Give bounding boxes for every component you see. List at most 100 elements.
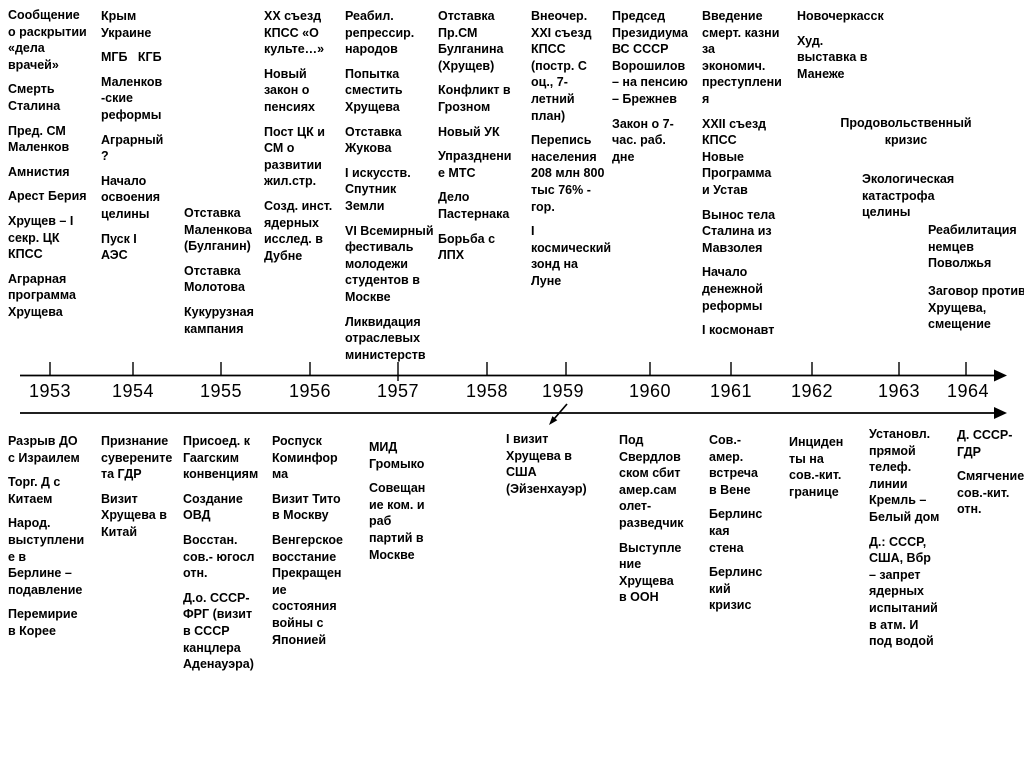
event-text: Пост ЦК и СМ о развитии жил.стр. — [264, 124, 325, 189]
event-text: Кукурузная кампания — [184, 304, 254, 336]
event-text: Реабил. репрессир. народов — [345, 9, 415, 57]
event-text: I визит Хрущева в США (Эйзенхауэр) — [506, 432, 587, 496]
axis-ticks — [49, 362, 967, 381]
event-text: Берлинс кий кризис — [709, 565, 763, 613]
events-below-1964: Д. СССР- ГДР Смягчение сов.-кит. отн. — [957, 427, 1024, 526]
event-text: I космический зонд на Луне — [531, 224, 612, 288]
note-volga-germans-rehab: Реабилитация немцев Поволжья — [928, 223, 1017, 271]
event-text: XXII съезд КПСС Новые Программа и Устав — [702, 116, 772, 197]
event-text: Перемирие в Корее — [8, 607, 78, 638]
event-text: Сов.- амер. встреча в Вене — [709, 433, 758, 497]
event-text: Берлинс кая стена — [709, 507, 763, 555]
events-above-1955: Отставка Маленкова (Булганин) Отставка Мо… — [184, 205, 276, 345]
events-below-1960: Под Свердлов ском сбит амер.сам олет- ра… — [619, 432, 707, 614]
event-text: Визит Хрущева в Китай — [101, 491, 167, 539]
event-text: Отставка Молотова — [184, 263, 245, 295]
event-text: МГБ КГБ — [101, 50, 162, 65]
event-text: Маленков -ские реформы — [101, 74, 163, 122]
timeline-axis — [20, 362, 1007, 425]
event-text: Арест Берия — [8, 189, 87, 204]
event-text: Новый УК — [438, 124, 500, 139]
event-text: Отставка Жукова — [345, 124, 402, 156]
year-label: 1963 — [877, 381, 921, 401]
events-below-1953: Разрыв ДО с Израилем Торг. Д с Китаем Наро… — [8, 433, 100, 648]
event-text: Аграрный ? — [101, 132, 164, 164]
event-text: Д. СССР- ГДР — [957, 428, 1013, 459]
event-text: I искусств. Спутник Земли — [345, 165, 411, 213]
event-text: Дело Пастернака — [438, 190, 510, 221]
event-text: Присоед. к Гаагским конвенциям — [183, 434, 259, 482]
year-label: 1956 — [288, 381, 332, 401]
event-text: Пуск I АЭС — [101, 231, 137, 263]
event-text: Сообщение о раскрытии «дела врачей» — [8, 8, 87, 72]
year-label: 1962 — [790, 381, 834, 401]
event-text: Смягчение сов.-кит. отн. — [957, 469, 1024, 517]
year-label: 1954 — [111, 381, 155, 401]
event-text: Признание суверените та ГДР — [101, 434, 173, 482]
event-text: Начало денежной реформы — [702, 265, 763, 313]
events-above-1961: Введение смерт. казни за экономич. прест… — [702, 8, 798, 347]
event-text: Упразднени е МТС — [438, 149, 512, 180]
event-text: МИД Громыко — [369, 440, 425, 471]
event-text: Вынос тела Сталина из Мавзолея — [702, 207, 776, 255]
event-text: Инциден ты на сов.-кит. границе — [789, 435, 844, 499]
event-text: Роспуск Коминфор ма — [272, 434, 338, 482]
event-text: Конфликт в Грозном — [438, 83, 511, 114]
event-text: Аграрная программа Хрущева — [8, 271, 76, 319]
events-below-1962: Инциден ты на сов.-кит. границе — [789, 434, 861, 508]
events-above-1962: Новочеркасск Худ. выставка в Манеже — [797, 8, 899, 90]
event-text: Визит Тито в Москву — [272, 491, 341, 523]
events-below-1961: Сов.- амер. встреча в Вене Берлинс кая ст… — [709, 432, 781, 622]
event-text: Д.: СССР, США, Вбр – запрет ядерных испы… — [869, 534, 938, 649]
event-text: Худ. выставка в Манеже — [797, 33, 868, 81]
year-label: 1958 — [465, 381, 509, 401]
event-text: Ликвидация отраслевых министерств — [345, 314, 426, 362]
year-label: 1953 — [28, 381, 72, 401]
events-above-1959: Внеочер. XXI съезд КПСС (постр. С оц., 7… — [531, 8, 619, 298]
events-above-1957: Реабил. репрессир. народов Попытка смести… — [345, 8, 449, 371]
events-below-1959: I визит Хрущева в США (Эйзенхауэр) — [506, 431, 608, 505]
event-text: Созд. инст. ядерных исслед. в Дубне — [264, 198, 333, 263]
event-text: Установл. прямой телеф. линии Кремль – Б… — [869, 427, 940, 524]
event-text: Торг. Д с Китаем — [8, 475, 61, 506]
event-text: Амнистия — [8, 164, 70, 179]
year-label: 1955 — [199, 381, 243, 401]
event-text: Внеочер. XXI съезд КПСС (постр. С оц., 7… — [531, 9, 592, 123]
note-ecological-disaster: Экологическая катастрофа целины — [862, 172, 955, 220]
events-below-1954: Признание суверените та ГДР Визит Хрущева… — [101, 433, 191, 549]
events-above-1953: Сообщение о раскрытии «дела врачей» Смерт… — [8, 7, 100, 329]
event-text: Председ Президиума ВС СССР Ворошилов – н… — [612, 9, 688, 106]
event-text: Крым Украине — [101, 9, 152, 40]
pointer-arrow-1959-head — [549, 416, 558, 425]
event-text: Смерть Сталина — [8, 82, 61, 113]
year-label: 1957 — [376, 381, 420, 401]
events-below-1957: МИД Громыко Совещан ие ком. и раб партий … — [369, 439, 451, 571]
event-text: Отставка Маленкова (Булганин) — [184, 206, 252, 254]
events-above-1960: Председ Президиума ВС СССР Ворошилов – н… — [612, 8, 706, 173]
note-plot-against-khrushchev: Заговор против Хрущева, смещение — [928, 284, 1024, 332]
event-text: Создание ОВД — [183, 491, 243, 523]
event-text: Новый закон о пенсиях — [264, 66, 315, 114]
event-text: Перепись населения 208 млн 800 тыс 76% -… — [531, 133, 605, 214]
event-text: Народ. выступлени е в Берлине – подавлен… — [8, 516, 85, 597]
event-text: Д.о. СССР- ФРГ (визит в СССР канцлера Ад… — [183, 590, 254, 672]
events-above-1954: Крым Украине МГБ КГБ Маленков -ские реформ… — [101, 8, 189, 272]
events-below-1956: Роспуск Коминфор ма Визит Тито в Москву Ве… — [272, 433, 364, 656]
event-text: VI Всемирный фестиваль молодежи студенто… — [345, 223, 434, 304]
event-text: Хрущев – I секр. ЦК КПСС — [8, 213, 74, 262]
event-text: Борьба с ЛПХ — [438, 231, 496, 263]
event-text: Разрыв ДО с Израилем — [8, 434, 80, 465]
event-text: ХХ съезд КПСС «О культе…» — [264, 9, 325, 57]
upper-axis-arrowhead — [994, 369, 1007, 382]
events-above-1958: Отставка Пр.СМ Булганина (Хрущев) Конфлик… — [438, 8, 530, 272]
events-below-1963: Установл. прямой телеф. линии Кремль – Б… — [869, 426, 957, 658]
event-text: Выступле ние Хрущева в ООН — [619, 540, 682, 605]
year-label: 1959 — [541, 381, 585, 401]
events-above-1956: ХХ съезд КПСС «О культе…» Новый закон о п… — [264, 8, 354, 272]
events-below-1955: Присоед. к Гаагским конвенциям Создание О… — [183, 433, 275, 681]
event-text: Введение смерт. казни за экономич. прест… — [702, 9, 782, 106]
event-text: I космонавт — [702, 323, 775, 338]
event-text: Пред. СМ Маленков — [8, 123, 70, 155]
event-text: Попытка сместить Хрущева — [345, 66, 403, 114]
